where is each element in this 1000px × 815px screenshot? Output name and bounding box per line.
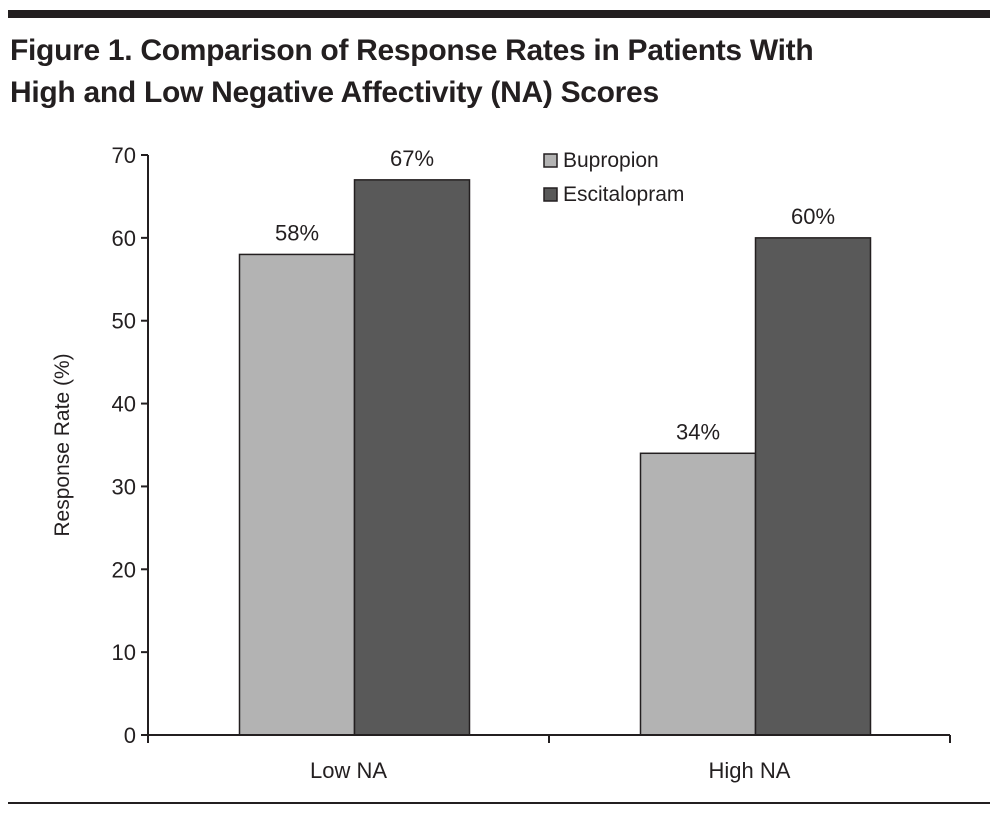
bar-bupropion-0 (238, 253, 356, 736)
top-rule (8, 10, 990, 18)
bottom-rule (8, 802, 990, 804)
data-label: 58% (275, 220, 319, 245)
chart-title: Figure 1. Comparison of Response Rates i… (10, 30, 814, 114)
x-tick-label: Low NA (310, 758, 387, 783)
bar-escitalopram-0 (353, 179, 471, 736)
data-label: 34% (676, 419, 720, 444)
y-tick-label: 40 (112, 392, 136, 417)
data-label: 67% (390, 146, 434, 171)
y-tick-label: 20 (112, 557, 136, 582)
legend-label-escitalopram: Escitalopram (563, 183, 684, 206)
title-line-1: Figure 1. Comparison of Response Rates i… (10, 34, 814, 67)
y-tick-label: 60 (112, 226, 136, 251)
legend-swatch-escitalopram (543, 187, 558, 202)
x-tick-label: High NA (709, 758, 791, 783)
y-tick-label: 0 (124, 723, 136, 748)
bar-escitalopram-1 (754, 237, 872, 736)
legend-swatch-bupropion (543, 153, 558, 168)
bar-bupropion-1 (639, 452, 757, 736)
y-tick-label: 10 (112, 640, 136, 665)
data-label: 60% (791, 204, 835, 229)
title-line-2: High and Low Negative Affectivity (NA) S… (10, 76, 659, 109)
y-tick-label: 30 (112, 474, 136, 499)
y-tick-label: 70 (112, 143, 136, 168)
legend-label-bupropion: Bupropion (563, 149, 659, 172)
y-axis-label: Response Rate (%) (51, 353, 74, 536)
y-tick-label: 50 (112, 309, 136, 334)
